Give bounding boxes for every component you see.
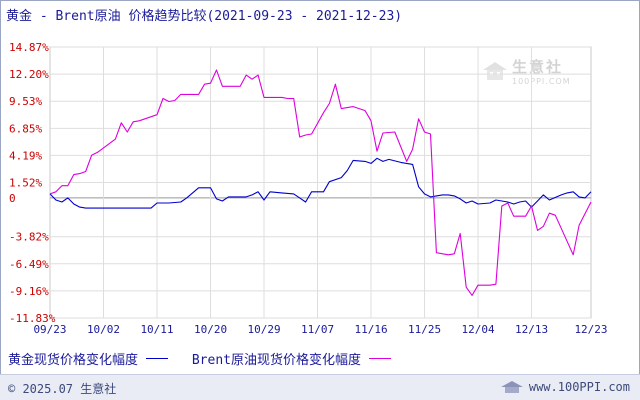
x-tick-label: 11/25: [408, 323, 441, 336]
site-logo-icon: [500, 381, 523, 393]
gold-price-line: [49, 157, 592, 209]
x-tick-label: 11/07: [301, 323, 334, 336]
x-tick-label: 10/20: [194, 323, 227, 336]
x-tick-label: 11/16: [354, 323, 387, 336]
x-tick-label: 09/23: [33, 323, 66, 336]
copyright-text: © 2025.07 生意社: [8, 382, 117, 396]
y-tick-label: -3.82%: [9, 231, 49, 244]
x-tick-label: 10/11: [140, 323, 173, 336]
legend-item-brent: Brent原油现货价格变化幅度: [192, 349, 391, 368]
legend-swatch-brent: [368, 358, 391, 359]
legend-swatch-gold: [146, 358, 169, 359]
y-tick-label: 12.20%: [9, 68, 49, 81]
y-tick-label: -9.16%: [9, 285, 49, 298]
legend: 黄金现货价格变化幅度 Brent原油现货价格变化幅度: [8, 349, 407, 368]
y-tick-label: -6.49%: [9, 258, 49, 271]
legend-label-brent: Brent原油现货价格变化幅度: [191, 353, 361, 368]
watermark: 生意社 100PPI.COM: [482, 56, 571, 86]
footer-bar: © 2025.07 生意社 www.100PPI.com: [0, 374, 640, 400]
site-link[interactable]: www.100PPI.com: [500, 380, 630, 394]
x-tick-label: 12/13: [515, 323, 548, 336]
series-lines: [49, 69, 592, 296]
y-tick-label: 0: [9, 192, 16, 205]
watermark-url: 100PPI.COM: [512, 77, 571, 86]
y-tick-label: 14.87%: [9, 41, 49, 54]
x-tick-label: 10/02: [87, 323, 120, 336]
chart-title: 黄金 - Brent原油 价格趋势比较(2021-09-23 - 2021-12…: [6, 9, 403, 24]
brent-price-line: [49, 69, 592, 296]
y-tick-label: 1.52%: [9, 177, 42, 190]
legend-label-gold: 黄金现货价格变化幅度: [8, 353, 139, 368]
y-tick-label: 6.85%: [9, 122, 42, 135]
watermark-logo-icon: [483, 62, 507, 80]
x-tick-label: 12/23: [574, 323, 607, 336]
x-tick-label: 10/29: [247, 323, 280, 336]
y-tick-label: 9.53%: [9, 95, 42, 108]
watermark-name: 生意社: [512, 58, 564, 76]
y-tick-label: -11.83%: [9, 312, 56, 325]
site-url: www.100PPI.com: [528, 380, 630, 394]
axes: 14.87% 12.20% 9.53% 6.85% 4.19% 1.52% 0 -3.82% -…: [9, 41, 608, 336]
x-tick-label: 12/04: [461, 323, 494, 336]
grid: [49, 46, 592, 319]
y-tick-label: 4.19%: [9, 149, 42, 162]
legend-item-gold: 黄金现货价格变化幅度: [8, 349, 169, 368]
